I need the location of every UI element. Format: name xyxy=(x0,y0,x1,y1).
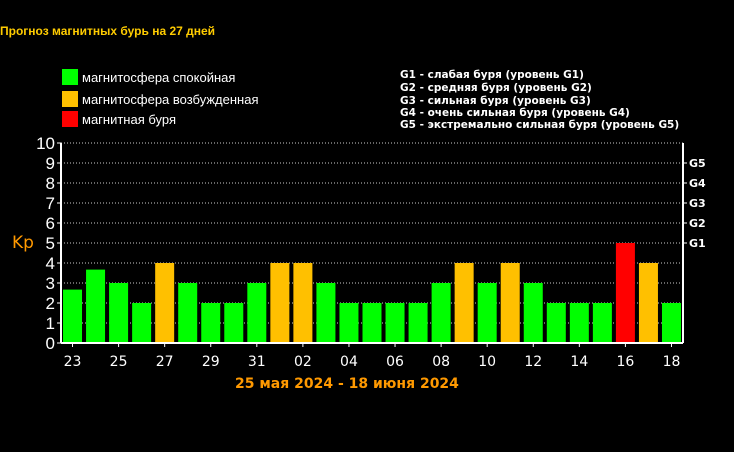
y-tick-label: 5 xyxy=(46,234,55,253)
y-tick-label: 8 xyxy=(46,174,55,193)
kp-bar xyxy=(201,303,221,343)
kp-bar xyxy=(362,303,382,343)
kp-bar xyxy=(224,303,244,343)
x-tick-label: 16 xyxy=(616,354,634,370)
g-level-g5: G5 - экстремально сильная буря (уровень … xyxy=(400,119,680,131)
g-tick-label: G4 xyxy=(689,177,706,190)
kp-bar xyxy=(178,283,198,343)
legend-swatch-active xyxy=(62,91,78,107)
kp-bar xyxy=(477,283,497,343)
kp-bar xyxy=(569,303,589,343)
y-tick-label: 3 xyxy=(46,274,55,293)
kp-bar xyxy=(339,303,359,343)
chart-title: Прогноз магнитных бурь на 27 дней xyxy=(0,24,216,38)
legend-label-active: магнитосфера возбужденная xyxy=(82,91,259,107)
x-tick-label: 10 xyxy=(478,354,496,370)
kp-bar xyxy=(86,269,106,343)
x-tick-label: 12 xyxy=(524,354,542,370)
kp-bar xyxy=(661,303,681,343)
x-tick-label: 29 xyxy=(202,354,220,370)
kp-bar xyxy=(316,283,336,343)
g-level-g2: G2 - средняя буря (уровень G2) xyxy=(400,82,592,94)
y-tick-label: 6 xyxy=(46,214,55,233)
kp-bar xyxy=(132,303,152,343)
kp-bar xyxy=(615,243,635,343)
legend-label-quiet: магнитосфера спокойная xyxy=(82,69,236,85)
x-tick-label: 27 xyxy=(156,354,174,370)
kp-bar xyxy=(155,263,175,343)
g-tick-label: G1 xyxy=(689,237,706,250)
kp-bar xyxy=(546,303,566,343)
g-level-g3: G3 - сильная буря (уровень G3) xyxy=(400,95,591,107)
kp-bar xyxy=(293,263,313,343)
y-axis-label: Kp xyxy=(12,233,34,253)
x-tick-label: 04 xyxy=(340,354,358,370)
g-tick-label: G5 xyxy=(689,157,706,170)
kp-bar xyxy=(109,283,129,343)
date-range: 25 мая 2024 - 18 июня 2024 xyxy=(235,376,459,392)
g-tick-label: G3 xyxy=(689,197,706,210)
kp-bar xyxy=(500,263,520,343)
legend-item-active: магнитосфера возбужденная xyxy=(62,91,259,107)
y-tick-label: 2 xyxy=(46,294,55,313)
legend-swatch-storm xyxy=(62,111,78,127)
legend-label-storm: магнитная буря xyxy=(82,111,177,127)
kp-bar xyxy=(454,263,474,343)
x-tick-label: 25 xyxy=(110,354,128,370)
y-tick-label: 0 xyxy=(46,334,55,353)
kp-bar xyxy=(408,303,428,343)
x-tick-label: 14 xyxy=(570,354,588,370)
g-level-g4: G4 - очень сильная буря (уровень G4) xyxy=(400,107,630,119)
legend-item-quiet: магнитосфера спокойная xyxy=(62,69,235,85)
kp-bar xyxy=(385,303,405,343)
y-tick-label: 1 xyxy=(46,314,55,333)
kp-bar xyxy=(592,303,612,343)
g-level-g1: G1 - слабая буря (уровень G1) xyxy=(400,69,584,81)
kp-bar xyxy=(270,263,290,343)
kp-bar xyxy=(63,289,83,343)
kp-bar xyxy=(523,283,543,343)
y-tick-label: 10 xyxy=(36,134,55,153)
x-tick-label: 31 xyxy=(248,354,266,370)
x-tick-label: 23 xyxy=(64,354,82,370)
y-tick-label: 7 xyxy=(46,194,55,213)
g-tick-label: G2 xyxy=(689,217,706,230)
x-tick-label: 06 xyxy=(386,354,404,370)
x-tick-label: 18 xyxy=(663,354,681,370)
kp-bar xyxy=(638,263,658,343)
y-tick-label: 9 xyxy=(46,154,55,173)
y-tick-label: 4 xyxy=(46,254,55,273)
x-tick-label: 08 xyxy=(432,354,450,370)
legend-swatch-quiet xyxy=(62,69,78,85)
x-tick-label: 02 xyxy=(294,354,312,370)
legend-item-storm: магнитная буря xyxy=(62,111,176,127)
kp-bar xyxy=(247,283,267,343)
kp-bar xyxy=(431,283,451,343)
